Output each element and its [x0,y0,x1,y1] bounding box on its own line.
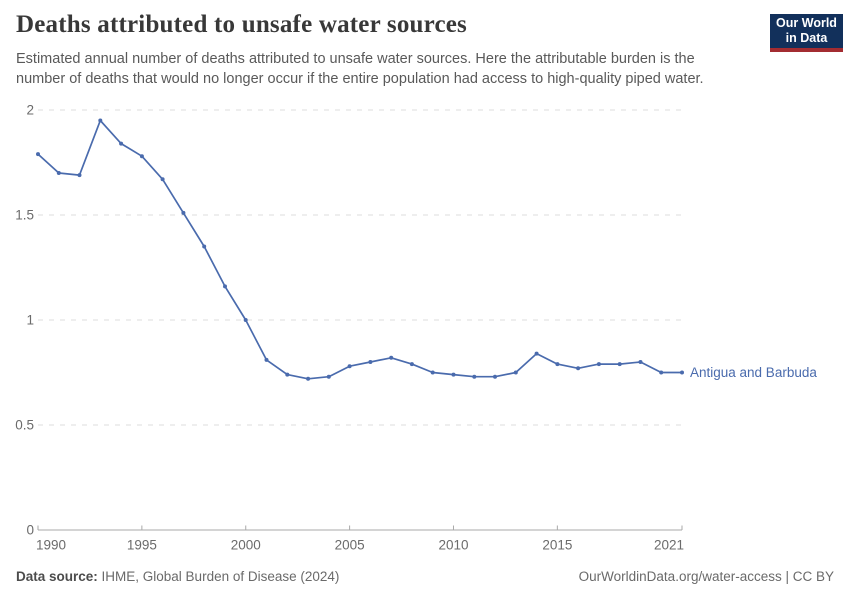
y-axis-label: 0.5 [15,418,34,433]
x-axis-label: 2021 [654,538,684,553]
data-point[interactable] [347,364,352,369]
data-source: Data source: IHME, Global Burden of Dise… [16,569,339,584]
page-title: Deaths attributed to unsafe water source… [16,11,467,38]
owid-logo-line1: Our World [776,16,837,30]
series-label-antigua-and-barbuda[interactable]: Antigua and Barbuda [690,365,817,380]
x-axis-label: 1995 [127,538,157,553]
data-point[interactable] [36,152,40,157]
y-axis-label: 1.5 [15,208,34,223]
data-point[interactable] [223,284,227,289]
y-axis-label: 1 [26,313,34,328]
data-point[interactable] [472,374,477,379]
chart-subtitle: Estimated annual number of deaths attrib… [16,51,704,87]
x-axis-label: 2010 [438,538,468,553]
data-point[interactable] [139,154,144,159]
data-point[interactable] [243,318,248,322]
chart-footer: Data source: IHME, Global Burden of Dise… [16,569,834,584]
data-point[interactable] [326,374,331,379]
data-point[interactable] [659,370,664,375]
data-point[interactable] [181,210,186,215]
x-axis-label: 2005 [335,538,365,553]
data-point[interactable] [638,360,643,364]
data-point[interactable] [389,355,394,360]
data-point[interactable] [596,362,601,367]
data-point[interactable] [430,370,435,375]
data-point[interactable] [264,357,269,362]
data-point[interactable] [555,362,560,367]
data-point[interactable] [617,362,622,367]
owid-logo: Our World in Data [770,14,843,52]
data-point[interactable] [680,370,684,375]
data-source-text: IHME, Global Burden of Disease (2024) [97,569,340,584]
y-axis-label: 0 [26,523,34,538]
data-point[interactable] [576,366,581,371]
data-point[interactable] [202,244,207,249]
data-point[interactable] [409,362,414,367]
data-point[interactable] [56,171,61,175]
data-point[interactable] [451,372,456,377]
data-point[interactable] [98,118,103,123]
line-chart-canvas[interactable]: 0 0.5 1 1.5 2 1990 1995 2000 2005 2010 2015 2021 Ant… [0,0,850,565]
x-axis-label: 2000 [231,538,261,553]
y-axis-label: 2 [26,103,34,118]
footer-link[interactable]: OurWorldinData.org/water-access | CC BY [578,569,834,584]
series-line[interactable] [37,119,683,380]
data-source-label: Data source: [16,569,98,584]
data-point[interactable] [285,372,290,377]
x-axis-label: 1990 [36,538,66,553]
data-point[interactable] [368,360,373,364]
data-point[interactable] [513,370,518,375]
data-point[interactable] [160,177,165,182]
x-axis-label: 2015 [542,538,572,553]
owid-logo-line2: in Data [785,31,828,45]
data-point[interactable] [306,376,311,381]
data-point[interactable] [77,173,82,178]
data-point[interactable] [119,141,124,146]
data-point[interactable] [493,374,497,379]
data-point[interactable] [534,351,539,356]
